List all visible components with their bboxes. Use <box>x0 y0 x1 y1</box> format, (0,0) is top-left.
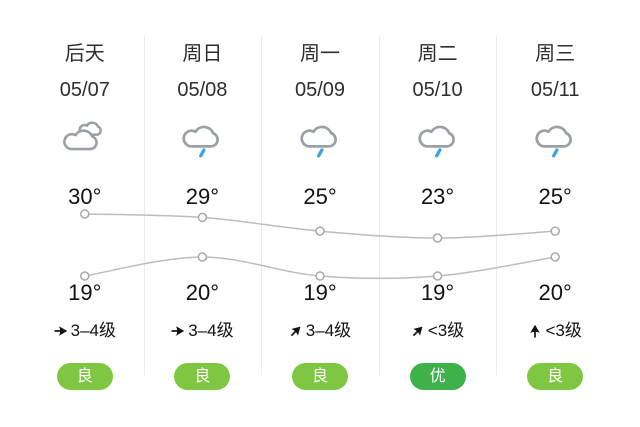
high-temp-label: 25° <box>303 184 337 209</box>
light-rain-icon <box>535 125 573 157</box>
high-temp-label: 29° <box>185 184 220 209</box>
weather-icon <box>531 115 579 166</box>
weather-icon <box>296 115 344 166</box>
column-divider <box>496 36 498 375</box>
cloudy-icon <box>62 120 102 150</box>
wind-direction-icon <box>171 321 185 341</box>
weather-icon <box>178 115 226 166</box>
date-label: 05/11 <box>530 79 580 101</box>
aqi-badge-row: 良 <box>26 363 144 390</box>
aqi-badge-row: 优 <box>379 363 497 390</box>
day-label: 周三 <box>535 43 576 65</box>
wind-level-label: 3–4级 <box>188 321 234 340</box>
date-label: 05/09 <box>294 79 346 101</box>
column-divider <box>261 36 263 375</box>
high-temp-label: 23° <box>420 184 455 209</box>
aqi-badge: 良 <box>56 363 113 390</box>
high-temp-label: 30° <box>68 184 102 209</box>
column-divider <box>378 36 380 375</box>
day-label: 周二 <box>417 43 458 65</box>
wind-direction-icon <box>54 321 68 341</box>
weather-icon <box>61 115 109 166</box>
wind-direction-icon <box>289 321 303 341</box>
wind-info: 3–4级 <box>144 316 262 341</box>
wind-level-label: <3级 <box>427 321 465 340</box>
wind-info: 3–4级 <box>261 316 379 341</box>
low-temp-label: 20° <box>185 280 220 305</box>
wind-info: <3级 <box>379 316 497 341</box>
light-rain-icon <box>182 125 220 157</box>
low-temp-label: 19° <box>303 280 337 305</box>
forecast-day-column[interactable]: 周二 05/10 23° 19° <3级 优 <box>379 0 497 427</box>
low-temp-label: 19° <box>420 280 455 305</box>
date-label: 05/07 <box>59 79 110 101</box>
day-label: 后天 <box>64 43 105 65</box>
wind-level-label: 3–4级 <box>70 321 116 340</box>
forecast-columns: 后天 05/07 30° 19° 3–4级 良 周日 05/08 29° 20°… <box>26 0 614 427</box>
aqi-badge-row: 良 <box>496 363 614 390</box>
wind-level-label: <3级 <box>545 321 582 340</box>
forecast-day-column[interactable]: 周日 05/08 29° 20° 3–4级 良 <box>144 0 262 427</box>
aqi-badge: 良 <box>174 363 231 390</box>
light-rain-icon <box>418 125 455 157</box>
aqi-badge-row: 良 <box>144 363 262 390</box>
day-label: 周一 <box>299 43 340 65</box>
forecast-day-column[interactable]: 周三 05/11 25° 20° <3级 良 <box>496 0 614 427</box>
wind-info: <3级 <box>496 316 614 341</box>
high-temp-label: 25° <box>538 184 572 209</box>
low-temp-label: 19° <box>68 280 102 305</box>
date-label: 05/08 <box>177 79 228 101</box>
wind-direction-icon <box>411 321 425 341</box>
forecast-day-column[interactable]: 后天 05/07 30° 19° 3–4级 良 <box>26 0 144 427</box>
forecast-day-column[interactable]: 周一 05/09 25° 19° 3–4级 良 <box>261 0 379 427</box>
wind-info: 3–4级 <box>26 316 144 341</box>
aqi-badge-row: 良 <box>261 363 379 390</box>
aqi-badge: 良 <box>527 363 584 390</box>
aqi-badge: 优 <box>409 363 466 390</box>
day-label: 周日 <box>182 43 223 65</box>
light-rain-icon <box>300 125 337 157</box>
wind-direction-icon <box>528 321 542 341</box>
low-temp-label: 20° <box>538 280 572 305</box>
weather-icon <box>414 115 462 166</box>
aqi-badge: 良 <box>291 363 348 390</box>
column-divider <box>143 36 145 375</box>
wind-level-label: 3–4级 <box>305 321 352 340</box>
date-label: 05/10 <box>412 79 463 101</box>
